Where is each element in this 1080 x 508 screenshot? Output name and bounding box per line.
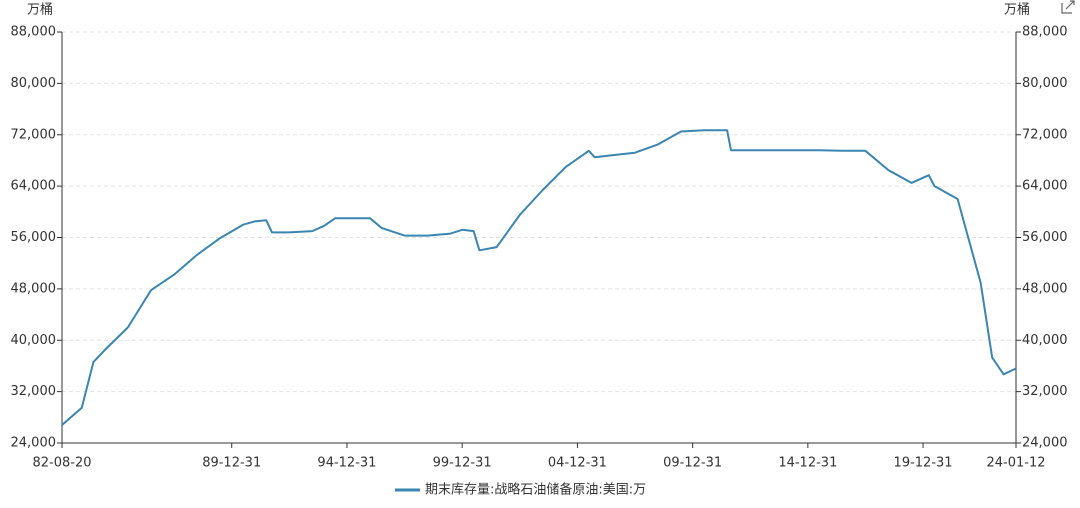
y2-tick-label: 80,000	[1022, 76, 1068, 91]
y2-unit: 万桶	[1004, 3, 1030, 18]
series-line	[61, 129, 1017, 426]
x-tick-label: 82-08-20	[32, 456, 91, 471]
x-tick-label: 09-12-31	[663, 456, 722, 471]
y-tick-label: 40,000	[11, 333, 57, 348]
y2-tick-label: 64,000	[1022, 179, 1068, 194]
x-tick-label: 24-01-12	[986, 456, 1045, 471]
x-tick-label: 04-12-31	[548, 456, 607, 471]
y2-tick-label: 32,000	[1022, 384, 1068, 399]
y-tick-label: 88,000	[11, 25, 57, 40]
y-unit: 万桶	[27, 3, 53, 18]
x-tick-label: 14-12-31	[778, 456, 837, 471]
x-tick-label: 89-12-31	[202, 456, 261, 471]
y-tick-label: 24,000	[11, 436, 57, 451]
y2-tick-label: 56,000	[1022, 230, 1068, 245]
y-tick-label: 48,000	[11, 281, 57, 296]
y2-tick-label: 24,000	[1022, 436, 1068, 451]
export-icon[interactable]	[1061, 0, 1075, 14]
y2-tick-label: 72,000	[1022, 127, 1068, 142]
y-tick-label: 64,000	[11, 179, 57, 194]
y-tick-label: 80,000	[11, 76, 57, 91]
y-tick-label: 72,000	[11, 127, 57, 142]
y2-tick-label: 88,000	[1022, 25, 1068, 40]
y-tick-label: 32,000	[11, 384, 57, 399]
x-tick-label: 94-12-31	[317, 456, 376, 471]
y-tick-label: 56,000	[11, 230, 57, 245]
x-tick-label: 19-12-31	[894, 456, 953, 471]
y2-tick-label: 40,000	[1022, 333, 1068, 348]
y2-tick-label: 48,000	[1022, 281, 1068, 296]
x-tick-label: 99-12-31	[433, 456, 492, 471]
legend-label: 期末库存量:战略石油储备原油:美国:万	[425, 482, 646, 498]
